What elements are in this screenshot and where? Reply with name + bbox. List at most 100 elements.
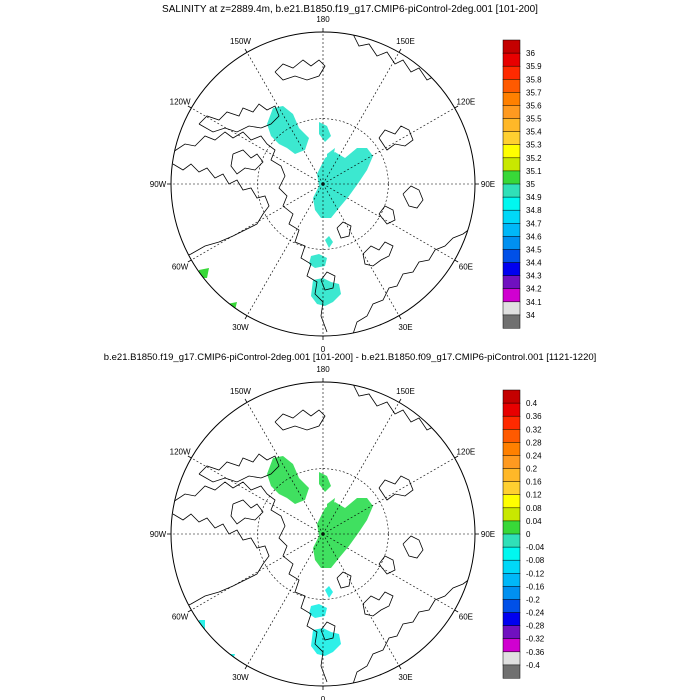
colorbar-label: 35.6: [526, 102, 542, 111]
meridian: [322, 533, 400, 666]
colorbar-swatch: [502, 236, 521, 251]
colorbar-label: -0.32: [526, 635, 545, 644]
colorbar-label: -0.04: [526, 543, 545, 552]
colorbar-label: 34.4: [526, 259, 542, 268]
colorbar-swatch: [502, 494, 521, 509]
colorbar-swatch: [502, 573, 521, 587]
field-patch: [267, 456, 309, 504]
coastline: [172, 163, 270, 261]
colorbar-swatch: [502, 586, 521, 600]
coastline: [320, 271, 336, 291]
longitude-label: 0: [321, 695, 326, 700]
tick: [398, 665, 402, 670]
colorbar-swatch: [502, 144, 521, 159]
longitude-label: 120E: [457, 448, 476, 457]
colorbar-swatch: [502, 52, 521, 67]
colorbar-swatch: [502, 429, 521, 443]
coastline: [352, 577, 472, 685]
colorbar-label: -0.12: [526, 569, 545, 578]
longitude-label: 90W: [150, 530, 167, 539]
colorbar-swatch: [502, 651, 521, 666]
polar-map: 180 150E 120E 90E 60E 30E 0 30W 60W 90W 120W 150W: [150, 15, 495, 354]
colorbar-label: 0.4: [526, 399, 538, 408]
colorbar-label: 35.9: [526, 62, 542, 71]
colorbar-swatch: [502, 223, 521, 237]
coastline: [402, 535, 424, 559]
colorbar-label: 0.28: [526, 438, 542, 447]
colorbar-label: 34.6: [526, 232, 542, 241]
colorbar-label: -0.4: [526, 661, 540, 670]
colorbar-label: -0.08: [526, 556, 545, 565]
colorbar-label: 34.3: [526, 272, 542, 281]
colorbar-label: 35.7: [526, 88, 542, 97]
coastline: [336, 571, 352, 589]
coastline: [274, 409, 326, 431]
field-patch: [313, 498, 373, 568]
tick: [454, 259, 459, 263]
longitude-label: 30E: [398, 323, 412, 332]
colorbar-label: -0.36: [526, 648, 545, 657]
longitude-label: 60E: [459, 263, 473, 272]
colorbar-swatch: [502, 546, 521, 561]
colorbar-swatch: [502, 468, 521, 483]
tick: [454, 609, 459, 613]
colorbar-label: 0.08: [526, 504, 542, 513]
colorbar-label: -0.24: [526, 609, 545, 618]
meridian: [322, 183, 455, 261]
colorbar-label: 35: [526, 180, 535, 189]
meridian: [322, 107, 455, 185]
colorbar-swatch: [502, 275, 521, 290]
colorbar-label: 34.2: [526, 285, 542, 294]
longitude-label: 90E: [481, 180, 495, 189]
colorbar-label: -0.28: [526, 622, 545, 631]
coastline: [172, 513, 270, 611]
panel-title: b.e21.B1850.f19_g17.CMIP6-piControl-2deg…: [104, 352, 597, 363]
colorbar-label: 35.8: [526, 75, 542, 84]
meridian: [322, 183, 400, 316]
map-content: [171, 32, 475, 336]
field-patch: [327, 498, 335, 512]
meridian: [246, 533, 324, 666]
colorbar-label: 34.7: [526, 219, 542, 228]
colorbar-label: 34: [526, 311, 535, 320]
colorbar-swatch: [502, 39, 521, 54]
longitude-label: 150W: [230, 37, 251, 46]
colorbar-label: 0.36: [526, 412, 542, 421]
coastline: [378, 205, 396, 225]
coastline: [378, 555, 396, 575]
coastline: [378, 475, 414, 501]
longitude-label: 90W: [150, 180, 167, 189]
coastline: [172, 131, 328, 333]
panel-title: SALINITY at z=2889.4m, b.e21.B1850.f19_g…: [162, 4, 538, 15]
colorbar-label: 35.2: [526, 154, 542, 163]
tick: [244, 398, 248, 403]
tick: [244, 48, 248, 53]
colorbar-swatch: [502, 65, 521, 80]
colorbar-label: 35.1: [526, 167, 542, 176]
colorbar-swatch: [502, 520, 521, 535]
colorbar-label: 0.32: [526, 425, 542, 434]
colorbar-label: -0.16: [526, 582, 545, 591]
colorbar-label: 0.2: [526, 465, 538, 474]
meridian: [322, 457, 455, 535]
longitude-label: 90E: [481, 530, 495, 539]
coastline: [320, 621, 336, 641]
tick: [187, 259, 192, 263]
colorbar-swatch: [502, 301, 521, 316]
tick: [454, 455, 459, 459]
longitude-label: 150W: [230, 387, 251, 396]
colorbar-swatch: [502, 599, 521, 614]
colorbar-swatch: [502, 559, 521, 574]
colorbar-swatch: [502, 92, 521, 107]
tick: [454, 105, 459, 109]
colorbar-swatch: [502, 507, 521, 522]
colorbar-label: 36: [526, 49, 535, 58]
longitude-label: 180: [316, 365, 330, 374]
field-patch: [325, 586, 333, 598]
tick: [244, 315, 248, 320]
coastline: [378, 125, 414, 151]
longitude-label: 120E: [457, 98, 476, 107]
colorbar-label: 0.04: [526, 517, 542, 526]
colorbar-swatch: [502, 442, 521, 456]
colorbar-swatch: [502, 455, 521, 470]
